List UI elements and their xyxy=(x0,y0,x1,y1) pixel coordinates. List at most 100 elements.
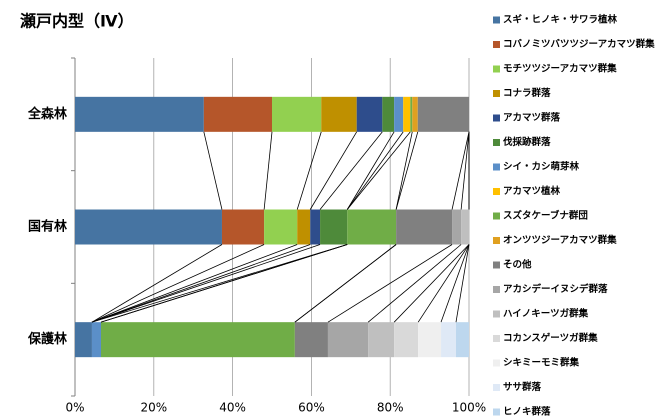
series-line xyxy=(346,131,395,210)
bar-segment xyxy=(327,322,369,358)
legend-label: 伐採跡群落 xyxy=(503,136,551,148)
legend-swatch xyxy=(493,41,500,48)
bar-segment xyxy=(320,209,348,245)
bar-segment xyxy=(418,322,442,358)
legend-label: モチツツジーアカマツ群集 xyxy=(503,63,617,75)
legend-label: コナラ群落 xyxy=(503,87,551,99)
y-tick-label: 国有林 xyxy=(28,219,67,235)
series-line xyxy=(455,244,470,323)
legend-label: スズタケーブナ群団 xyxy=(503,210,588,222)
series-line xyxy=(395,131,413,210)
series-line xyxy=(451,131,470,210)
legend-label: アカマツ群落 xyxy=(503,112,561,124)
legend-swatch xyxy=(493,90,500,97)
bar-segment xyxy=(452,209,462,245)
legend-swatch xyxy=(493,212,500,220)
bar-segment xyxy=(455,322,469,358)
x-tick-label: 80% xyxy=(377,401,404,415)
bar-segment xyxy=(417,96,469,132)
series-line xyxy=(91,244,265,323)
legend-label: ヒノキ群落 xyxy=(503,406,551,418)
legend-label: コバノミツバツツジーアカマツ群集 xyxy=(503,38,655,50)
series-line xyxy=(296,131,322,210)
series-line xyxy=(367,244,462,323)
bar-segment xyxy=(394,322,419,358)
bar-segment xyxy=(272,96,322,132)
legend-label: スギ・ヒノキ・サワラ植林 xyxy=(503,14,618,26)
series-line xyxy=(346,131,411,210)
series-line xyxy=(460,131,470,210)
bar-segment xyxy=(75,322,92,358)
legend-label: ササ群落 xyxy=(503,381,542,393)
legend-swatch xyxy=(493,188,500,195)
bar-segment xyxy=(221,209,265,245)
x-tick-label: 100% xyxy=(452,401,486,415)
y-tick-label: 保護林 xyxy=(27,331,67,347)
bar-segment xyxy=(297,209,311,245)
series-line xyxy=(91,244,311,323)
series-line xyxy=(440,244,470,323)
bar-segment xyxy=(403,96,411,132)
bar-segment xyxy=(396,209,453,245)
bar-segment xyxy=(410,96,413,132)
bar-segment xyxy=(356,96,383,132)
series-line xyxy=(203,131,223,210)
bar-segment xyxy=(382,96,395,132)
series-line xyxy=(294,244,397,323)
bar-segment xyxy=(347,209,397,245)
bar-segment xyxy=(294,322,328,358)
bar-segment xyxy=(394,96,404,132)
bar-segment xyxy=(461,209,469,245)
series-line xyxy=(91,244,321,323)
series-line xyxy=(395,131,419,210)
chart-title: 瀬戸内型（Ⅳ） xyxy=(20,12,134,31)
bar-segment xyxy=(101,322,295,358)
legend-swatch xyxy=(493,16,500,24)
legend-swatch xyxy=(493,384,500,391)
bar-segment xyxy=(412,96,418,132)
series-line xyxy=(417,244,470,323)
x-tick-label: 40% xyxy=(219,401,246,415)
legend-swatch xyxy=(493,163,500,171)
legend-swatch xyxy=(493,335,500,342)
legend-swatch xyxy=(493,261,500,269)
bar-segment xyxy=(91,322,102,358)
bar-segment xyxy=(368,322,395,358)
bar-segment xyxy=(441,322,456,358)
legend-label: コカンスゲーツガ群集 xyxy=(503,332,598,344)
legend-swatch xyxy=(493,139,500,146)
series-line xyxy=(91,244,348,323)
series-line xyxy=(91,244,298,323)
x-tick-label: 60% xyxy=(298,401,325,415)
legend-swatch xyxy=(493,114,500,122)
legend-label: アカマツ植林 xyxy=(503,185,561,197)
legend-swatch xyxy=(493,65,500,73)
series-line xyxy=(309,131,358,210)
legend-label: ハイノキーツガ群集 xyxy=(503,308,589,320)
series-line xyxy=(327,244,453,323)
bar-segment xyxy=(75,209,222,245)
bar-segment xyxy=(75,96,204,132)
legend-label: シキミーモミ群集 xyxy=(503,357,580,369)
legend-swatch xyxy=(493,237,500,244)
legend-swatch xyxy=(493,310,500,318)
series-line xyxy=(319,131,383,210)
series-line xyxy=(91,244,223,323)
legend-label: アカシデーイヌシデ群落 xyxy=(503,283,608,295)
legend-swatch xyxy=(493,408,500,416)
series-line xyxy=(346,131,404,210)
bar-segment xyxy=(203,96,272,132)
y-tick-label: 全森林 xyxy=(27,106,67,122)
bar-segment xyxy=(321,96,357,132)
legend-swatch xyxy=(493,359,500,367)
series-line xyxy=(393,244,470,323)
bar-segment xyxy=(310,209,321,245)
bar-segment xyxy=(264,209,298,245)
series-line xyxy=(100,244,348,323)
legend-label: オンツツジーアカマツ群集 xyxy=(503,234,617,246)
series-line xyxy=(263,131,273,210)
legend-swatch xyxy=(493,286,500,293)
x-tick-label: 20% xyxy=(140,401,167,415)
legend-label: その他 xyxy=(503,259,532,271)
